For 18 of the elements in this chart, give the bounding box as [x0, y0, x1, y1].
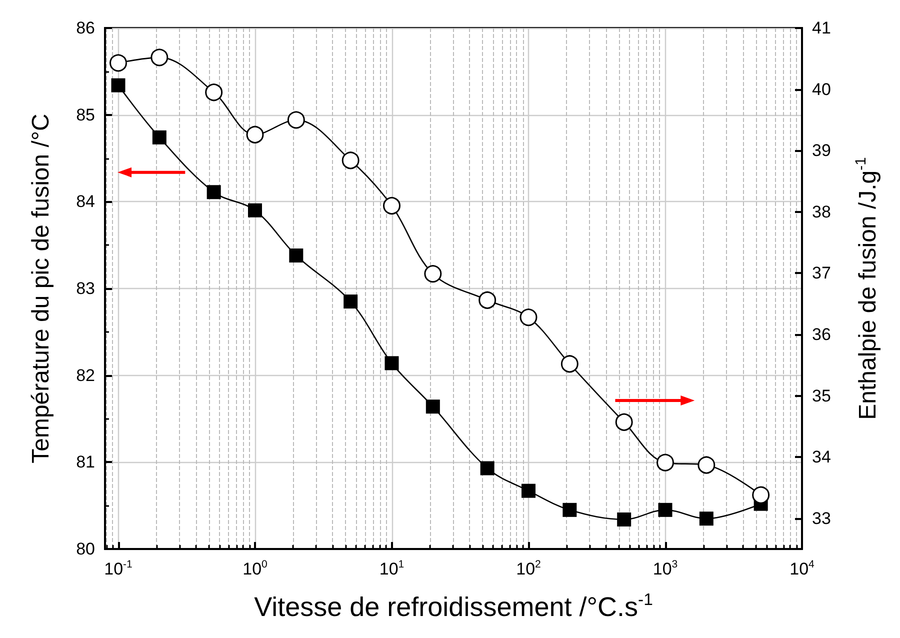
y-tick-label: 85 [76, 105, 95, 124]
y-tick-label: 84 [76, 192, 95, 212]
y2-tick-label: 36 [812, 324, 831, 344]
y2-tick-label: 33 [812, 508, 831, 528]
y2-tick-label: 34 [812, 448, 831, 467]
y2-tick-label: 35 [812, 386, 831, 406]
y2-tick-label: 41 [812, 18, 831, 38]
y2-tick-label: 37 [812, 264, 831, 283]
y-tick-label: 86 [76, 18, 95, 38]
y2-tick-label: 40 [812, 80, 831, 99]
y2-tick-label: 38 [812, 202, 831, 222]
y-axis-title: Température du pic de fusion /°C [28, 114, 54, 464]
y-tick-label: 80 [76, 540, 95, 558]
y-tick-label: 83 [76, 279, 95, 298]
y-tick-label: 81 [76, 452, 95, 472]
y2-tick-label: 39 [812, 141, 831, 160]
y2-axis-title: Enthalpie de fusion /J.g-1 [854, 157, 882, 420]
y-tick-label: 82 [76, 366, 95, 385]
